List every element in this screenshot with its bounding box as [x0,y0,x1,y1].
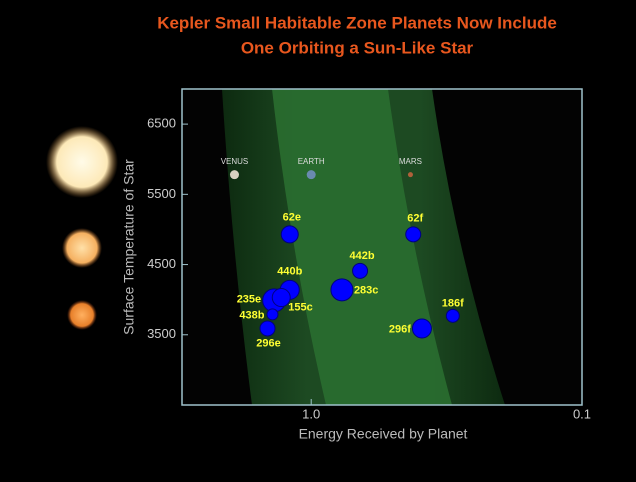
x-tick-label: 0.1 [573,406,591,421]
planet-point [445,308,460,323]
planet-label: 442b [350,250,375,262]
star-sunlike-icon [46,126,118,198]
y-tick-label: 5500 [147,186,176,201]
reference-planet [407,172,413,178]
planet-label: 296e [256,337,280,349]
x-axis-label: Energy Received by Planet [299,426,468,442]
planet-point [405,226,422,243]
planet-point [280,225,299,244]
y-axis-label: Surface Temperature of Star [121,159,137,335]
conservative-zone [272,89,452,405]
planet-point [266,308,279,321]
planet-label: 283c [354,285,378,297]
reference-label: MARS [399,157,422,166]
planet-point [330,278,354,302]
plot-frame [181,88,583,406]
planet-point [352,262,369,279]
planet-label: 155c [288,301,312,313]
star-m-icon [67,300,97,330]
planet-label: 62e [283,211,301,223]
y-tick-label: 6500 [147,116,176,131]
planet-label: 62f [407,212,423,224]
planet-label: 438b [239,309,264,321]
planet-label: 296f [389,323,411,335]
reference-planet [306,170,316,180]
habitable-zone [222,89,505,405]
planet-point [411,318,432,339]
planet-label: 186f [442,298,464,310]
star-k-icon [62,228,102,268]
planet-label: 235e [237,293,261,305]
y-tick-label: 3500 [147,326,176,341]
chart-title: One Orbiting a Sun-Like Star [241,38,474,57]
y-tick-label: 4500 [147,256,176,271]
reference-label: VENUS [221,157,249,166]
x-tick-label: 1.0 [302,406,320,421]
reference-planet [229,170,239,180]
planet-point [271,288,291,308]
planet-point [259,320,276,337]
chart-title: Kepler Small Habitable Zone Planets Now … [157,13,557,32]
reference-label: EARTH [298,157,325,166]
planet-label: 440b [277,266,302,278]
